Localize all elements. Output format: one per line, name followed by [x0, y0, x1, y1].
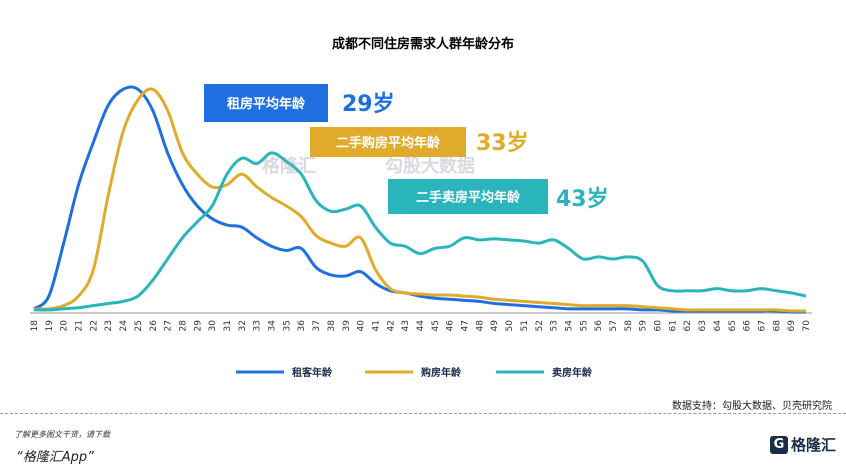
x-tick-label: 50 — [505, 320, 515, 332]
x-tick-label: 43 — [401, 320, 411, 331]
x-tick-label: 48 — [475, 320, 485, 332]
x-tick-label: 59 — [639, 320, 649, 332]
x-tick-label: 29 — [193, 320, 203, 332]
x-tick-label: 20 — [60, 320, 70, 332]
watermark-left: 格隆汇 — [262, 156, 316, 177]
x-tick-label: 70 — [802, 320, 812, 332]
series-line-1 — [33, 85, 807, 314]
x-tick-label: 24 — [119, 320, 129, 332]
x-tick-label: 54 — [564, 320, 574, 332]
x-tick-label: 44 — [416, 320, 426, 332]
footer-divider — [0, 413, 846, 414]
logo-text: 格隆汇 — [790, 436, 836, 454]
x-tick-label: 68 — [772, 320, 782, 332]
x-tick-label: 34 — [268, 320, 278, 332]
chart-title: 成都不同住房需求人群年龄分布 — [332, 36, 514, 52]
x-tick-label: 21 — [75, 320, 85, 331]
x-tick-label: 62 — [683, 320, 693, 331]
x-tick-label: 51 — [520, 320, 530, 331]
x-tick-label: 64 — [713, 320, 723, 332]
footer-app-name: “格隆汇App” — [16, 450, 94, 465]
watermark-right: 勾股大数据 — [385, 156, 475, 177]
callout-value-2: 33岁 — [476, 130, 529, 156]
x-tick-label: 45 — [431, 320, 441, 331]
x-tick-label: 42 — [386, 320, 396, 331]
x-tick-label: 25 — [134, 320, 144, 331]
series-line-3 — [33, 151, 807, 312]
x-tick-label: 32 — [238, 320, 248, 331]
x-tick-label: 37 — [312, 320, 322, 331]
legend-label-3: 卖房年龄 — [552, 366, 593, 379]
age-distribution-chart: 成都不同住房需求人群年龄分布 18 19 20 21 22 23 24 25 26 27 28 29 3… — [30, 36, 812, 379]
x-tick-label: 47 — [461, 320, 471, 331]
x-tick-label: 22 — [89, 320, 99, 331]
x-tick-label: 23 — [104, 320, 114, 331]
callout-label-1: 租房平均年龄 — [227, 96, 306, 112]
x-tick-label: 19 — [45, 320, 55, 332]
x-tick-label: 49 — [490, 320, 500, 332]
x-tick-label: 27 — [164, 320, 174, 331]
callout-box-2 — [310, 127, 466, 157]
x-tick-label: 28 — [178, 320, 188, 332]
x-tick-label: 35 — [282, 320, 292, 331]
x-tick-label: 63 — [698, 320, 708, 331]
x-tick-label: 40 — [357, 320, 367, 332]
x-tick-label: 46 — [446, 320, 456, 332]
x-tick-label: 31 — [223, 320, 233, 331]
x-tick-label: 69 — [787, 320, 797, 332]
footer-note: 了解更多图文干货，请下载 — [14, 430, 110, 439]
x-tick-label: 26 — [149, 320, 159, 332]
callout-value-3: 43岁 — [556, 186, 609, 212]
x-tick-label: 18 — [30, 320, 40, 332]
x-tick-label: 41 — [371, 320, 381, 331]
x-tick-label: 60 — [654, 320, 664, 332]
x-tick-label: 38 — [327, 320, 337, 332]
callout-box-1 — [204, 84, 328, 122]
x-tick-label: 36 — [297, 320, 307, 332]
legend-label-2: 购房年龄 — [421, 366, 462, 379]
x-tick-label: 57 — [609, 320, 619, 331]
x-tick-label: 66 — [743, 320, 753, 332]
x-tick-label: 58 — [624, 320, 634, 332]
brand-logo: G 格隆汇 — [769, 434, 836, 455]
x-tick-label: 53 — [550, 320, 560, 331]
x-tick-label: 52 — [535, 320, 545, 331]
x-tick-label: 65 — [728, 320, 738, 331]
callout-label-3: 二手卖房平均年龄 — [416, 190, 521, 206]
x-tick-label: 33 — [253, 320, 263, 331]
callout-label-2: 二手购房平均年龄 — [336, 135, 441, 151]
x-tick-label: 30 — [208, 320, 218, 332]
callout-value-1: 29岁 — [342, 91, 395, 117]
legend-label-1: 租客年龄 — [292, 366, 333, 379]
x-tick-label: 67 — [757, 320, 767, 331]
x-tick-label: 61 — [668, 320, 678, 331]
callout-box-3 — [388, 179, 548, 214]
x-tick-label: 55 — [579, 320, 589, 331]
x-tick-label: 56 — [594, 320, 604, 332]
series-line-2 — [33, 87, 807, 313]
logo-g-icon: G — [769, 435, 788, 454]
x-tick-label: 39 — [342, 320, 352, 332]
data-source: 数据支持：勾股大数据、贝壳研究院 — [672, 401, 832, 412]
